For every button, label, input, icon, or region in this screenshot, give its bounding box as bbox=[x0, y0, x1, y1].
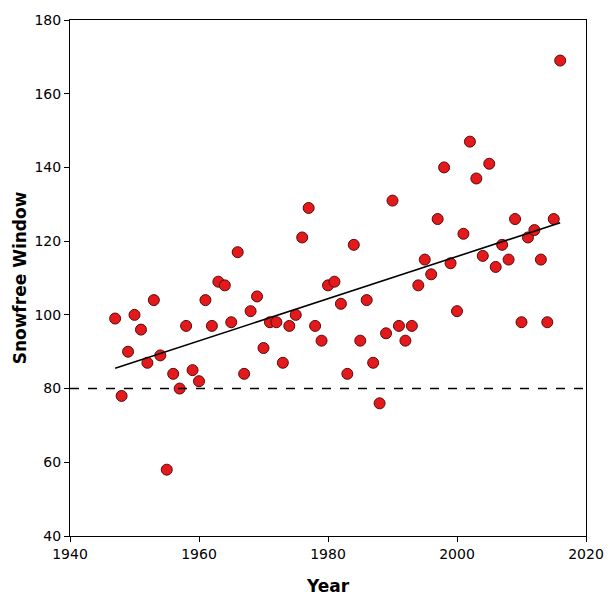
svg-text:2000: 2000 bbox=[439, 546, 475, 562]
svg-text:180: 180 bbox=[34, 12, 61, 28]
svg-text:140: 140 bbox=[34, 159, 61, 175]
svg-text:60: 60 bbox=[43, 454, 61, 470]
svg-text:1980: 1980 bbox=[310, 546, 346, 562]
svg-text:40: 40 bbox=[43, 528, 61, 544]
svg-text:160: 160 bbox=[34, 86, 61, 102]
svg-text:120: 120 bbox=[34, 233, 61, 249]
svg-text:100: 100 bbox=[34, 307, 61, 323]
svg-text:2020: 2020 bbox=[568, 546, 604, 562]
svg-text:1960: 1960 bbox=[181, 546, 217, 562]
svg-text:1940: 1940 bbox=[52, 546, 88, 562]
svg-text:Snowfree Window: Snowfree Window bbox=[10, 191, 30, 364]
svg-text:80: 80 bbox=[43, 380, 61, 396]
svg-text:Year: Year bbox=[306, 576, 350, 596]
